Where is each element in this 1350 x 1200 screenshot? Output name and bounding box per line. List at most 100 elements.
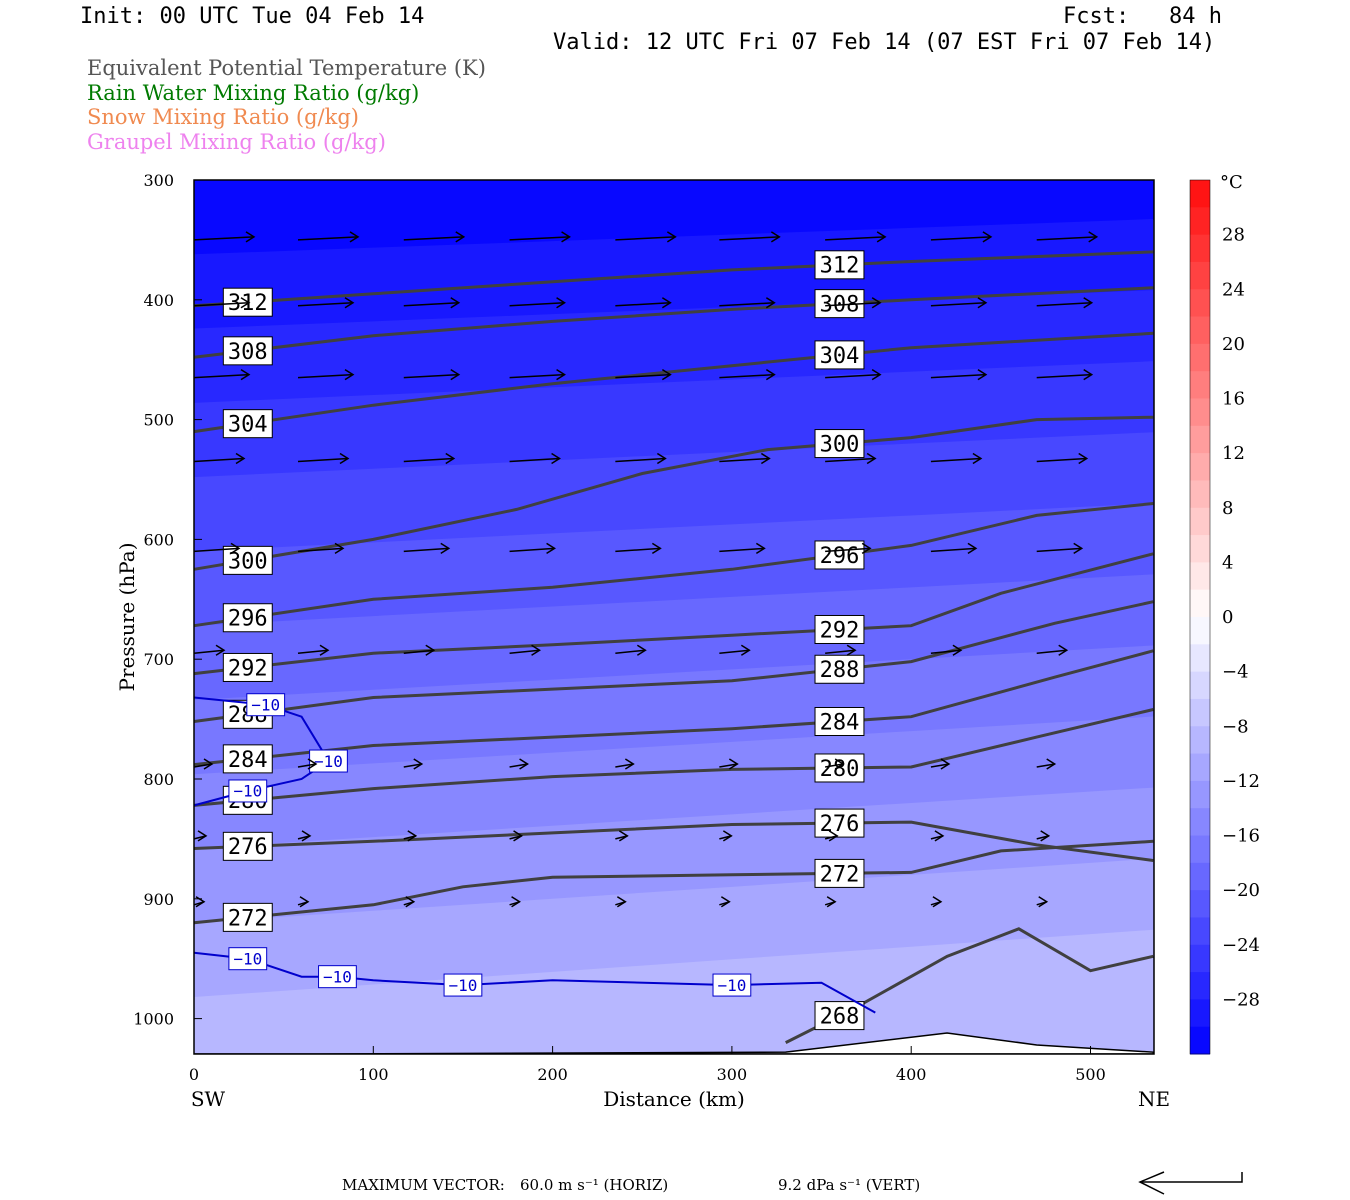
theta-e-label: 272 [228, 906, 268, 931]
wind-vector-head [556, 297, 566, 309]
wind-vector-head [339, 452, 350, 465]
wind-vector [297, 373, 354, 379]
wind-vector [825, 373, 881, 379]
wind-vector [719, 547, 765, 553]
theta-e-label-box [222, 831, 273, 861]
theta-e-label: 280 [820, 757, 860, 782]
colorbar-tick-label: 8 [1222, 498, 1233, 519]
colorbar-swatch [1190, 507, 1210, 536]
wind-vector [509, 236, 570, 241]
isotherm-label: −10 [717, 976, 746, 995]
colorbar-swatch [1190, 371, 1210, 399]
wind-vector-head [319, 644, 330, 656]
max-vector-horiz: 60.0 m s⁻¹ (HORIZ) [520, 1176, 669, 1194]
colorbar-swatch [1190, 917, 1210, 946]
wind-vector-head [932, 896, 943, 908]
colorbar-swatch [1190, 234, 1210, 263]
colorbar-swatch [1190, 780, 1210, 809]
temperature-contours: −10 −10 −10 −10 −10 −10 −10 [193, 693, 876, 1014]
wind-vector-head [952, 644, 963, 656]
y-tick-label: 700 [143, 650, 174, 669]
wind-vector [719, 649, 750, 654]
wind-vector-head [765, 369, 776, 381]
theta-e-label-box [222, 603, 273, 633]
wind-vector [297, 457, 349, 463]
wind-vector-head [519, 758, 529, 770]
theta-e-label-box [222, 902, 273, 932]
theta-e-label: 308 [228, 340, 268, 365]
wind-vector-head [861, 542, 872, 555]
colorbar-swatch [1190, 972, 1210, 1000]
theta-e-line [193, 331, 1154, 434]
wind-vector [615, 547, 661, 553]
wind-vector [403, 763, 422, 768]
wind-vector [297, 649, 329, 654]
colorbar-swatch [1190, 316, 1210, 345]
legend-rain-water: Rain Water Mixing Ratio (g/kg) [87, 81, 420, 105]
x-axis: 0 100 200 300 400 500 Distance (km) SW NE [189, 1046, 1170, 1111]
theta-e-label-box [814, 614, 865, 644]
theta-e-label-box [814, 858, 865, 888]
wind-vector-head [967, 542, 978, 555]
isotherm-label: −10 [233, 782, 262, 801]
colorbar-swatch [1190, 671, 1210, 700]
x-tick-label: 0 [189, 1065, 199, 1084]
wind-vector-head [871, 369, 882, 381]
theta-e-label: 276 [228, 835, 268, 860]
theta-e-label: 272 [820, 862, 860, 887]
isotherm-label-box [318, 965, 357, 989]
wind-vector-head [1040, 830, 1051, 842]
theta-e-label-box [814, 540, 865, 570]
theta-e-label: 292 [820, 618, 860, 643]
wind-vector-head [1073, 542, 1084, 555]
wind-vector [403, 236, 464, 241]
colorbar-unit: °C [1220, 172, 1243, 193]
wind-vector [825, 236, 886, 241]
y-tick-label: 400 [143, 291, 174, 310]
theta-e-label-box [222, 545, 273, 575]
wind-vector-head [425, 644, 436, 656]
wind-vector-head [1088, 231, 1099, 243]
wind-vector-head [334, 542, 345, 555]
isotherm-label-box [228, 947, 268, 971]
wind-vector-head [720, 896, 731, 908]
wind-vector [403, 649, 434, 654]
x-tick-label: 100 [358, 1065, 389, 1084]
colorbar-swatch [1190, 453, 1210, 481]
wind-vector-head [344, 297, 355, 309]
wind-vector [615, 373, 671, 379]
wind-vector-head [1083, 297, 1094, 309]
colorbar-swatch [1190, 862, 1210, 891]
y-tick-label: 500 [143, 411, 174, 430]
wind-vector [615, 649, 646, 654]
wind-vector [1036, 457, 1087, 463]
theta-e-label: 284 [820, 710, 860, 735]
theta-e-label-box [222, 336, 273, 366]
wind-vector-head [230, 542, 241, 555]
colorbar-tick-label: −12 [1222, 771, 1260, 792]
wind-vector-head [666, 231, 677, 243]
theta-e-label-box [814, 429, 865, 459]
wind-vector-head [450, 369, 461, 381]
wind-vector [930, 649, 961, 654]
reference-arrow-head [1138, 1171, 1165, 1195]
colorbar-tick-label: −16 [1222, 826, 1260, 847]
y-tick-label: 900 [143, 890, 174, 909]
x-tick-label: 400 [896, 1065, 927, 1084]
theta-e-label: 304 [820, 344, 860, 369]
theta-e-line [193, 839, 1154, 925]
plot-border [193, 179, 1155, 1055]
isotherm-label-box [309, 749, 348, 773]
wind-vector-head [1083, 369, 1094, 381]
colorbar-swatch [1190, 589, 1210, 618]
wind-vector-head [624, 758, 635, 770]
theta-e-line [193, 415, 1154, 571]
colorbar-swatch [1190, 343, 1210, 372]
colorbar-swatch [1190, 562, 1210, 591]
wind-vector [825, 302, 881, 307]
colorbar-swatch [1190, 398, 1210, 427]
isotherm-label: −10 [233, 949, 262, 968]
wind-vector-head [661, 297, 672, 309]
wind-vector-head [301, 830, 312, 842]
wind-vector-head [546, 542, 556, 555]
